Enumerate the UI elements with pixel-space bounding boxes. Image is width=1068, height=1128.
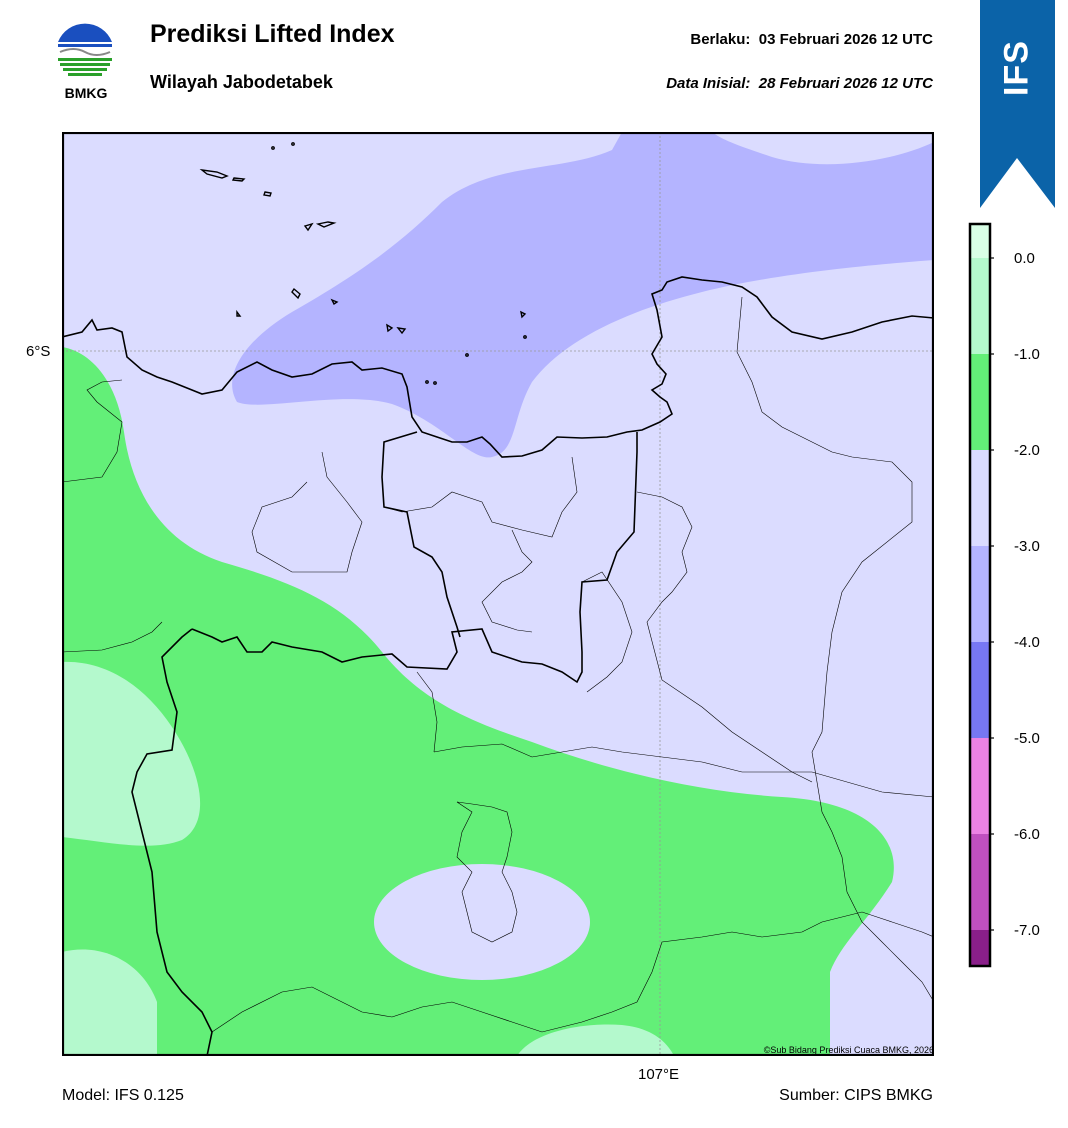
init-time: Data Inisial: 28 Februari 2026 12 UTC xyxy=(666,75,933,92)
field-band-0to1-west xyxy=(62,661,201,846)
field-band-0to1-southwest xyxy=(62,949,157,1056)
latitude-label-6s: 6°S xyxy=(26,343,51,360)
colorbar-band-5-to-6 xyxy=(970,738,990,834)
colorbar-tick: -6.0 xyxy=(1014,826,1040,843)
colorbar-tick: -1.0 xyxy=(1014,346,1040,363)
field-pocket-top-right xyxy=(712,132,934,165)
colorbar-tick: -3.0 xyxy=(1014,538,1040,555)
colorbar-band-6-to-7 xyxy=(970,834,990,930)
init-label: Data Inisial: xyxy=(666,75,751,92)
islands xyxy=(199,142,527,385)
colorbar-band-above-0 xyxy=(970,224,990,260)
field-band-0to1-south xyxy=(517,1024,674,1056)
colorbar-band-below-7 xyxy=(970,930,990,966)
logo-text: BMKG xyxy=(64,85,108,101)
colorbar-tick: -7.0 xyxy=(1014,922,1040,939)
region-subtitle: Wilayah Jabodetabek xyxy=(150,72,333,92)
field-pocket-south xyxy=(374,864,590,980)
coastline xyxy=(62,276,934,458)
colorbar-band-0-to-1 xyxy=(970,258,990,354)
valid-time: Berlaku: 03 Februari 2026 12 UTC xyxy=(690,31,933,48)
province-border-west xyxy=(131,628,213,1056)
regency-borders xyxy=(62,296,934,1033)
valid-label: Berlaku: xyxy=(690,31,751,48)
page-title: Prediksi Lifted Index xyxy=(150,20,395,48)
colorbar-band-2-to-3 xyxy=(970,450,990,546)
field-band-3to4 xyxy=(232,132,934,458)
longitude-label-107e: 107°E xyxy=(638,1066,680,1083)
colorbar-tick: -5.0 xyxy=(1014,730,1040,747)
colorbar-tick: -2.0 xyxy=(1014,442,1040,459)
ifs-badge xyxy=(980,0,1055,208)
copyright-text: ©Sub Bidang Prediksi Cuaca BMKG, 2026 xyxy=(763,1045,934,1055)
colorbar xyxy=(968,222,994,968)
field-band-1to2 xyxy=(62,347,894,1056)
colorbar-tick: -4.0 xyxy=(1014,634,1040,651)
valid-time-value: 03 Februari 2026 12 UTC xyxy=(758,31,933,48)
colorbar-band-1-to-2 xyxy=(970,354,990,450)
colorbar-band-3-to-4 xyxy=(970,546,990,642)
lifted-index-map xyxy=(62,132,934,1056)
province-border-jakarta xyxy=(381,431,461,638)
init-time-value: 28 Februari 2026 12 UTC xyxy=(758,75,933,92)
colorbar-band-4-to-5 xyxy=(970,642,990,738)
colorbar-tick: 0.0 xyxy=(1014,250,1035,267)
ifs-badge-text: IFS xyxy=(997,40,1036,96)
bmkg-logo xyxy=(54,22,116,84)
source-label: Sumber: CIPS BMKG xyxy=(779,1087,933,1104)
model-label: Model: IFS 0.125 xyxy=(62,1087,184,1104)
